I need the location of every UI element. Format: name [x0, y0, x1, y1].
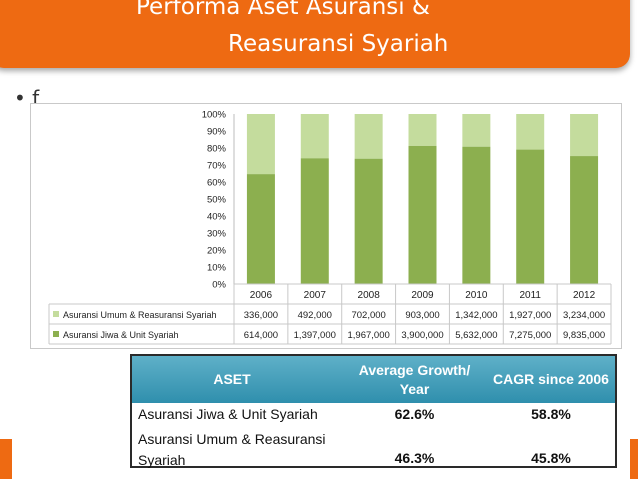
header-aset: ASET [213, 371, 251, 387]
row-name: Asuransi Jiwa & Unit Syariah [138, 406, 318, 422]
legend-label: Asuransi Umum & Reasuransi Syariah [63, 310, 217, 320]
data-label: 492,000 [298, 310, 332, 321]
y-tick-label: 30% [207, 229, 227, 240]
data-label: 1,927,000 [509, 310, 551, 321]
bar-segment-jiwa [570, 156, 599, 284]
table-row: Asuransi Umum & Reasuransi Syariah 46.3%… [132, 429, 615, 469]
x-tick-label: 2008 [358, 290, 381, 301]
bar-segment-umum [300, 114, 329, 159]
y-tick-label: 60% [207, 178, 227, 189]
growth-table: ASET Average Growth/ Year CAGR since 200… [130, 354, 617, 468]
bar-segment-umum [354, 114, 383, 159]
bar-segment-umum [516, 114, 545, 150]
bar-segment-jiwa [354, 158, 383, 284]
data-label: 702,000 [351, 310, 385, 321]
x-tick-label: 2009 [411, 290, 434, 301]
y-tick-label: 20% [207, 246, 227, 257]
data-label: 3,234,000 [563, 310, 605, 321]
data-label: 7,275,000 [509, 330, 551, 341]
y-tick-label: 0% [212, 280, 226, 291]
data-label: 9,835,000 [563, 330, 605, 341]
data-label: 903,000 [405, 310, 439, 321]
y-tick-label: 50% [207, 195, 227, 206]
y-tick-label: 80% [207, 144, 227, 155]
header-average-growth: Average Growth/ Year [358, 362, 471, 397]
bar-segment-umum [570, 114, 599, 157]
row-cagr: 45.8% [531, 450, 571, 466]
decor-stripe-left [0, 439, 12, 479]
bar-segment-jiwa [408, 145, 437, 284]
header-cagr: CAGR since 2006 [493, 371, 609, 387]
legend-swatch [53, 311, 59, 317]
y-tick-label: 90% [207, 127, 227, 138]
x-tick-label: 2012 [573, 290, 596, 301]
growth-table-header: ASET Average Growth/ Year CAGR since 200… [132, 356, 615, 403]
bar-segment-jiwa [300, 158, 329, 284]
slide-title-line-1: Performa Aset Asuransi & [136, 0, 430, 20]
data-label: 336,000 [244, 310, 278, 321]
y-tick-label: 100% [202, 110, 227, 121]
row-growth: 62.6% [394, 406, 435, 422]
x-tick-label: 2006 [250, 290, 273, 301]
bar-segment-jiwa [462, 146, 491, 284]
y-tick-label: 40% [207, 212, 227, 223]
data-label: 5,632,000 [455, 330, 497, 341]
title-banner [0, 0, 630, 68]
x-tick-label: 2007 [304, 290, 327, 301]
stacked-bar-chart: 0% 10% 20% 30% 40% 50% 60% 70% 80% 90% 100% 2006 200… [48, 110, 612, 345]
chart-panel: 0% 10% 20% 30% 40% 50% 60% 70% 80% 90% 100% 2006 200… [30, 103, 622, 349]
slide-title-line-2: Reasuransi Syariah [228, 31, 449, 57]
row-cagr: 58.8% [531, 406, 571, 422]
x-tick-label: 2011 [519, 290, 541, 301]
data-label: 1,967,000 [348, 330, 390, 341]
decor-stripe-right [630, 439, 638, 479]
bar-segment-umum [408, 114, 437, 146]
data-label: 3,900,000 [401, 330, 443, 341]
legend-swatch [53, 331, 59, 337]
legend-label: Asuransi Jiwa & Unit Syariah [63, 330, 179, 340]
row-growth: 46.3% [394, 450, 435, 466]
bar-segment-jiwa [246, 174, 275, 284]
y-tick-label: 70% [207, 161, 227, 172]
data-label: 614,000 [244, 330, 278, 341]
x-tick-label: 2010 [465, 290, 488, 301]
row-name: Asuransi Umum & Reasuransi Syariah [138, 431, 326, 468]
bar-segment-umum [246, 114, 275, 175]
bar-segment-umum [462, 114, 491, 147]
data-label: 1,397,000 [294, 330, 336, 341]
bar-segment-jiwa [516, 149, 545, 284]
y-tick-label: 10% [207, 263, 227, 274]
data-label: 1,342,000 [455, 310, 497, 321]
